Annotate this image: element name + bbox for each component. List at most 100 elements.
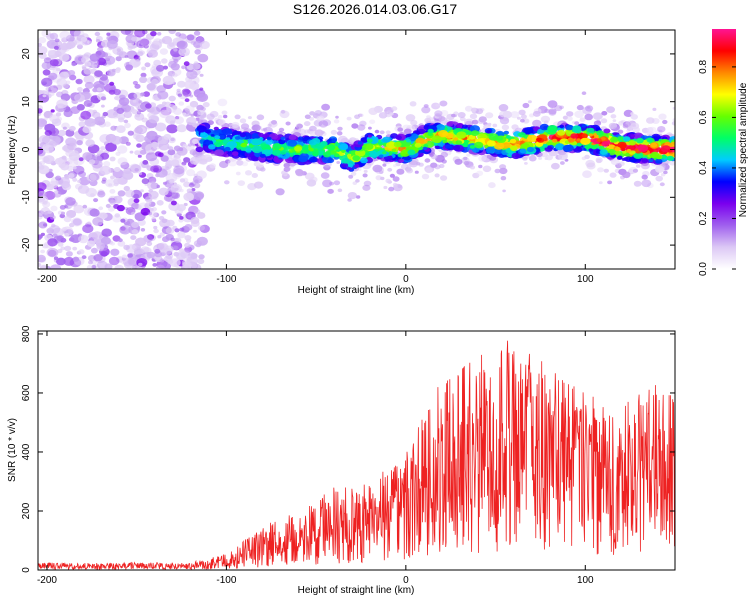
halo-blob xyxy=(351,171,357,176)
noise-blob xyxy=(101,177,107,182)
noise-blob xyxy=(108,256,120,266)
halo-blob xyxy=(336,131,343,136)
noise-blob xyxy=(199,73,204,77)
halo-blob xyxy=(567,116,573,121)
noise-blob xyxy=(142,160,149,165)
halo-blob xyxy=(440,151,448,158)
halo-blob xyxy=(388,186,395,192)
noise-blob xyxy=(130,235,137,241)
ridge-blob xyxy=(278,139,286,145)
ridge-blob xyxy=(469,145,476,149)
noise-blob xyxy=(184,242,191,248)
halo-blob xyxy=(585,105,594,112)
halo-blob xyxy=(235,171,241,176)
noise-blob xyxy=(191,263,198,269)
noise-blob xyxy=(41,61,52,70)
noise-blob xyxy=(55,112,62,117)
halo-blob xyxy=(488,182,496,189)
noise-blob xyxy=(134,126,143,134)
ridge-blob xyxy=(584,144,591,149)
noise-blob xyxy=(60,93,71,102)
ridge-blob xyxy=(323,151,331,158)
halo-blob xyxy=(221,110,228,115)
noise-blob xyxy=(145,103,152,109)
ridge-blob xyxy=(406,138,411,143)
noise-blob xyxy=(130,164,142,174)
noise-blob xyxy=(159,232,165,237)
noise-blob xyxy=(184,235,192,241)
halo-blob xyxy=(510,111,520,119)
noise-blob xyxy=(59,205,66,210)
noise-blob xyxy=(98,44,104,49)
ridge-blob xyxy=(391,148,397,152)
ridge-blob xyxy=(312,152,319,157)
noise-blob xyxy=(159,109,170,119)
halo-blob xyxy=(662,119,668,125)
colorbar-tick-label: 0.8 xyxy=(698,60,709,74)
halo-blob xyxy=(362,184,371,191)
page-title: S126.2026.014.03.06.G17 xyxy=(292,1,458,17)
noise-blob xyxy=(161,210,167,215)
noise-blob xyxy=(139,149,147,155)
noise-blob xyxy=(82,66,87,71)
noise-blob xyxy=(38,254,46,263)
noise-blob xyxy=(89,53,100,62)
y-tick-label: 800 xyxy=(21,325,32,342)
halo-blob xyxy=(309,125,317,132)
noise-blob xyxy=(146,82,158,92)
noise-blob xyxy=(38,182,47,191)
halo-blob xyxy=(253,181,264,189)
noise-blob xyxy=(148,114,160,124)
ridge-blob xyxy=(570,133,578,139)
noise-blob xyxy=(173,251,180,257)
noise-blob xyxy=(59,71,69,80)
noise-blob xyxy=(161,218,168,224)
halo-blob xyxy=(199,158,208,165)
noise-blob xyxy=(62,183,72,191)
noise-blob xyxy=(109,81,115,86)
halo-blob xyxy=(231,121,240,129)
noise-blob xyxy=(38,36,47,44)
noise-blob xyxy=(59,213,66,219)
noise-blob xyxy=(93,254,103,262)
halo-blob xyxy=(486,154,493,159)
halo-blob xyxy=(217,115,223,119)
noise-blob xyxy=(189,149,198,156)
noise-blob xyxy=(95,39,101,43)
noise-blob xyxy=(106,109,118,119)
noise-blob xyxy=(150,165,160,173)
ridge-blob xyxy=(393,141,402,148)
noise-blob xyxy=(161,36,173,45)
ridge-blob xyxy=(205,129,211,134)
noise-blob xyxy=(168,42,175,47)
y-tick-label: -10 xyxy=(21,190,32,205)
halo-blob xyxy=(630,112,635,116)
ridge-blob xyxy=(363,143,374,151)
noise-blob xyxy=(179,178,186,183)
halo-blob xyxy=(554,105,563,112)
halo-blob xyxy=(672,106,675,110)
halo-blob xyxy=(275,188,285,196)
halo-blob xyxy=(532,110,541,117)
noise-blob xyxy=(106,32,111,36)
noise-blob xyxy=(131,221,139,228)
ridge-blob xyxy=(251,145,262,154)
noise-blob xyxy=(110,248,120,256)
spectrogram-x-ticks: -200 -100 0 100 xyxy=(37,30,594,285)
noise-blob xyxy=(196,170,207,179)
halo-blob xyxy=(659,182,665,187)
noise-blob xyxy=(42,94,47,98)
halo-blob xyxy=(500,176,507,181)
halo-blob xyxy=(316,115,325,122)
ridge-blob xyxy=(370,152,378,159)
noise-blob xyxy=(74,93,85,103)
noise-blob xyxy=(78,121,86,128)
noise-blob xyxy=(193,30,201,36)
noise-blob xyxy=(60,246,66,251)
noise-blob xyxy=(92,111,101,119)
ridge-blob xyxy=(298,155,308,163)
noise-blob xyxy=(155,122,167,132)
halo-blob xyxy=(414,170,419,174)
halo-blob xyxy=(434,173,440,178)
noise-blob xyxy=(186,70,198,80)
